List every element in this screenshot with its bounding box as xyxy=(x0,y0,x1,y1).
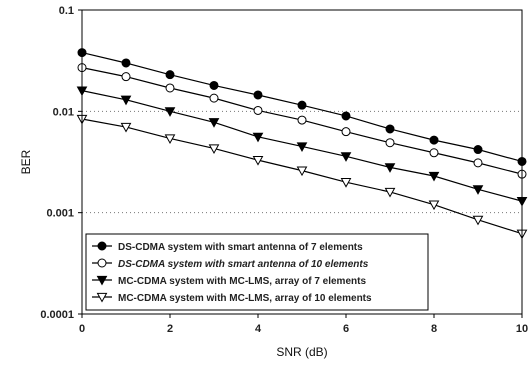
x-axis-ticks: 0 2 4 6 8 10 xyxy=(79,314,528,335)
series-2-point-2 xyxy=(165,83,175,93)
x-tick-label-0: 0 xyxy=(79,323,85,335)
series-4-point-5 xyxy=(296,166,308,177)
legend-item-2: DS-CDMA system with smart antenna of 10 … xyxy=(92,258,369,270)
series-2-point-1 xyxy=(121,72,131,82)
x-tick-label-5: 10 xyxy=(516,323,528,335)
series-2-point-9 xyxy=(473,158,483,168)
series-3-point-9 xyxy=(472,185,484,195)
series-2-point-8 xyxy=(429,148,439,158)
series-4-point-9 xyxy=(472,215,484,226)
legend: DS-CDMA system with smart antenna of 7 e… xyxy=(85,233,429,311)
plot-area-frame xyxy=(81,9,523,315)
series-4 xyxy=(76,114,528,240)
series-2-point-7 xyxy=(385,138,395,148)
series-4-point-7 xyxy=(384,187,396,198)
legend-label-3: MC-CDMA system with MC-LMS, array of 7 e… xyxy=(118,276,366,287)
series-3-point-6 xyxy=(340,152,352,162)
legend-label-4: MC-CDMA system with MC-LMS, array of 10 … xyxy=(118,293,372,304)
series-2-point-3 xyxy=(209,93,219,103)
series-1-point-5 xyxy=(297,100,307,110)
y-axis-label: BER xyxy=(19,149,33,174)
legend-marker-3 xyxy=(96,275,108,286)
x-tick-label-1: 2 xyxy=(167,323,173,335)
series-3-point-8 xyxy=(428,171,440,182)
series-3-point-4 xyxy=(252,132,264,143)
legend-label-2: DS-CDMA system with smart antenna of 10 … xyxy=(118,259,369,270)
series-3-point-3 xyxy=(208,118,220,128)
series-layer xyxy=(76,48,528,240)
y-tick-label-2: 0.001 xyxy=(46,208,74,220)
series-1-point-4 xyxy=(253,90,263,100)
series-1-point-2 xyxy=(165,70,175,80)
series-3-point-5 xyxy=(296,142,308,153)
series-2 xyxy=(77,63,527,179)
series-3-point-1 xyxy=(120,95,132,106)
y-axis-ticks: 0.1 0.01 0.001 0.0001 xyxy=(40,5,82,321)
x-tick-label-4: 8 xyxy=(431,323,437,335)
legend-item-4: MC-CDMA system with MC-LMS, array of 10 … xyxy=(92,292,372,304)
series-3-point-2 xyxy=(164,107,176,117)
legend-label-1: DS-CDMA system with smart antenna of 7 e… xyxy=(118,242,363,253)
legend-marker-4 xyxy=(96,292,108,303)
legend-item-1: DS-CDMA system with smart antenna of 7 e… xyxy=(92,241,363,253)
x-tick-label-3: 6 xyxy=(343,323,349,335)
series-4-point-2 xyxy=(164,134,176,144)
series-4-point-4 xyxy=(252,156,264,166)
series-1-point-8 xyxy=(429,135,439,145)
legend-box xyxy=(85,233,429,311)
series-4-point-3 xyxy=(208,144,220,155)
y-tick-label-3: 0.0001 xyxy=(40,309,74,321)
series-1-point-7 xyxy=(385,124,395,134)
series-1-point-6 xyxy=(341,111,351,121)
series-2-point-4 xyxy=(253,105,263,115)
x-tick-label-2: 4 xyxy=(255,323,262,335)
series-4-point-8 xyxy=(428,200,440,211)
series-2-point-6 xyxy=(341,127,351,137)
series-1-point-3 xyxy=(209,80,219,90)
x-axis-label: SNR (dB) xyxy=(276,345,327,359)
series-1-point-9 xyxy=(473,145,483,155)
legend-marker-2 xyxy=(97,258,107,268)
series-3-point-7 xyxy=(384,163,396,173)
series-1-point-1 xyxy=(121,58,131,68)
series-4-point-6 xyxy=(340,178,352,188)
series-4-point-1 xyxy=(120,122,132,133)
legend-marker-1 xyxy=(97,241,107,251)
series-2-point-5 xyxy=(297,115,307,125)
y-tick-label-1: 0.01 xyxy=(53,106,74,118)
legend-item-3: MC-CDMA system with MC-LMS, array of 7 e… xyxy=(92,275,366,287)
series-4-line xyxy=(81,118,523,235)
y-tick-label-0: 0.1 xyxy=(59,5,74,17)
